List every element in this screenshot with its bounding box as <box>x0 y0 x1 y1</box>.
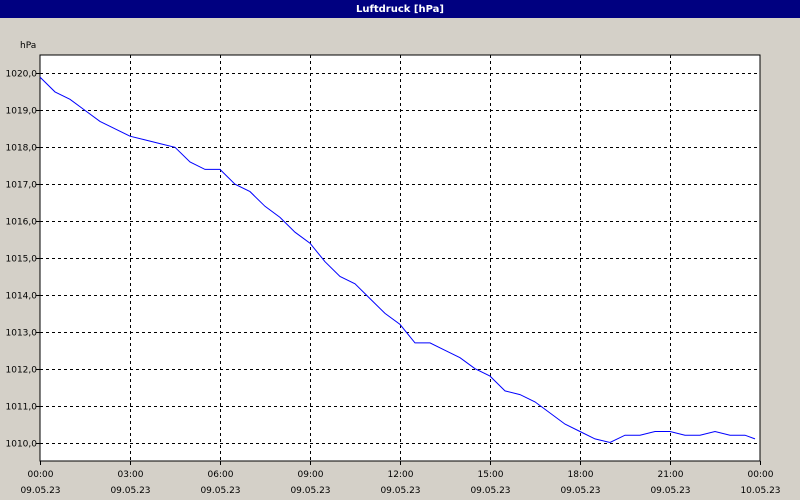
y-tick-label: 1011,0 <box>6 403 38 413</box>
x-tick-time-label: 00:00 <box>748 470 774 480</box>
x-tick-date-label: 09.05.23 <box>560 486 600 496</box>
y-tick-label: 1017,0 <box>6 181 38 191</box>
x-tick-time-label: 03:00 <box>118 470 144 480</box>
y-tick-label: 1012,0 <box>6 366 38 376</box>
x-tick-date-label: 09.05.23 <box>110 486 150 496</box>
x-tick-time-label: 09:00 <box>298 470 324 480</box>
y-axis: 1010,0 1011,0 1012,0 1013,0 1014,0 1015,0 1016… <box>6 70 40 450</box>
x-tick-time-label: 00:00 <box>28 470 54 480</box>
x-tick-time-label: 06:00 <box>208 470 234 480</box>
x-tick-time-label: 21:00 <box>658 470 684 480</box>
y-tick-label: 1018,0 <box>6 144 38 154</box>
x-tick-time-label: 18:00 <box>568 470 594 480</box>
y-tick-label: 1016,0 <box>6 218 38 228</box>
x-tick-date-label: 09.05.23 <box>290 486 330 496</box>
x-tick-date-label: 09.05.23 <box>380 486 420 496</box>
x-tick-time-label: 12:00 <box>388 470 414 480</box>
grid <box>40 55 760 461</box>
x-tick-date-label: 09.05.23 <box>200 486 240 496</box>
y-axis-unit-label: hPa <box>20 41 36 51</box>
y-tick-label: 1014,0 <box>6 292 38 302</box>
x-tick-date-label: 09.05.23 <box>470 486 510 496</box>
x-tick-time-label: 15:00 <box>478 470 504 480</box>
x-tick-date-label: 09.05.23 <box>20 486 60 496</box>
x-tick-date-label: 10.05.23 <box>740 486 780 496</box>
window-title: Luftdruck [hPa] <box>0 0 800 18</box>
y-tick-label: 1020,0 <box>6 70 38 80</box>
series <box>39 76 756 444</box>
y-tick-label: 1010,0 <box>6 440 38 450</box>
x-tick-date-label: 09.05.23 <box>650 486 690 496</box>
series-line-pressure <box>39 76 756 444</box>
y-tick-label: 1013,0 <box>6 329 38 339</box>
y-tick-label: 1019,0 <box>6 107 38 117</box>
x-axis: 00:00 09.05.23 03:00 09.05.23 06:00 09.05.23 0… <box>20 461 781 496</box>
y-tick-label: 1015,0 <box>6 255 38 265</box>
